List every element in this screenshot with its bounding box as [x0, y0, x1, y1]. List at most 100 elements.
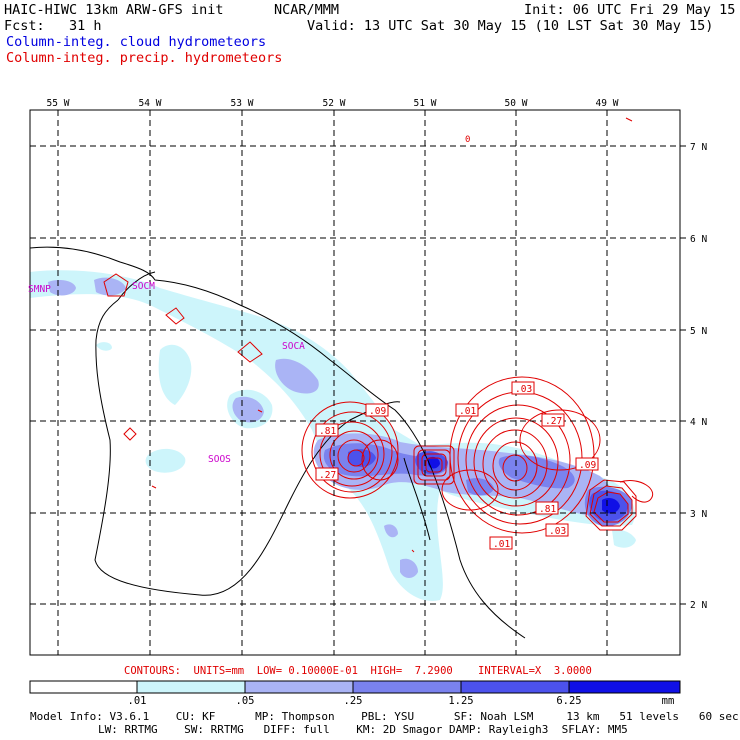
contour-label-box — [365, 403, 389, 417]
colorbar-tick: .05 — [236, 695, 255, 707]
lon-label: 51 W — [414, 98, 437, 109]
contour-label-box — [545, 523, 569, 537]
lat-label: 3 N — [690, 509, 707, 520]
lon-label: 54 W — [139, 98, 162, 109]
colorbar-segment — [244, 680, 354, 694]
lat-label: 6 N — [690, 234, 707, 245]
lon-label: 52 W — [323, 98, 346, 109]
cloud-shade-light — [158, 344, 192, 405]
colorbar-segment — [460, 680, 570, 694]
cloud-shade-dark — [466, 478, 494, 496]
contour-label-box — [315, 423, 339, 437]
contour-label-box — [489, 536, 513, 550]
contour-label-box — [541, 413, 565, 427]
cloud-shade-light — [96, 342, 112, 351]
precip-contour — [347, 449, 365, 467]
colorbar-tick: .25 — [344, 695, 363, 707]
init-time: Init: 06 UTC Fri 29 May 15 — [524, 2, 736, 18]
lon-labels: 55 W 54 W 53 W 52 W 51 W 50 W 49 W — [47, 98, 619, 109]
coastline-path — [30, 246, 526, 639]
precip-contour — [465, 404, 571, 516]
contour-label: .27 — [319, 470, 336, 481]
station-label: SOCA — [282, 341, 305, 352]
precip-contour — [417, 449, 451, 481]
contour-label: 0 — [465, 135, 470, 145]
colorbar-segment — [29, 680, 138, 694]
station-label: SOCM — [132, 281, 155, 292]
precip-contour — [329, 430, 379, 480]
contour-label: .09 — [579, 460, 596, 471]
contour-label: .27 — [545, 416, 562, 427]
cloud-shade-medium — [275, 358, 319, 394]
border-path — [94, 299, 401, 596]
colorbar — [29, 680, 681, 694]
cloud-shade-core — [428, 456, 440, 469]
cloud-shade-medium — [384, 524, 398, 538]
lon-label: 53 W — [231, 98, 254, 109]
cloud-shade-medium — [48, 280, 76, 296]
border-path — [117, 271, 156, 301]
model-info-line1: Model Info: V3.6.1 CU: KF MP: Thompson P… — [30, 710, 739, 723]
cloud-field-label: Column-integ. cloud hydrometeors — [6, 34, 267, 50]
precip-contour — [123, 427, 137, 441]
forecast-hour: Fcst: 31 h — [4, 18, 102, 34]
station-label: SMNP — [28, 284, 51, 295]
colorbar-tick: .01 — [128, 695, 147, 707]
contour-label: .09 — [369, 406, 386, 417]
contour-label: .01 — [493, 539, 510, 550]
precip-contour — [301, 401, 399, 499]
contour-label: .03 — [549, 526, 566, 537]
precip-contour — [482, 429, 548, 499]
lat-label: 2 N — [690, 600, 707, 611]
precip-contour — [492, 441, 538, 491]
cloud-shade-medium — [400, 558, 418, 578]
precip-contour — [421, 453, 447, 477]
precip-contour — [361, 439, 399, 481]
map-frame — [29, 109, 681, 656]
precip-contour — [319, 421, 385, 487]
coastlines — [30, 246, 526, 639]
precip-contour — [593, 491, 629, 523]
contour-label: .01 — [459, 406, 476, 417]
precip-contour — [619, 480, 653, 503]
precip-contour — [257, 409, 263, 413]
lon-label: 50 W — [505, 98, 528, 109]
lat-ticks — [680, 145, 686, 605]
colorbar-tick: 6.25 — [556, 695, 581, 707]
station-labels: SMNP SOCM SOCA SOOS — [28, 281, 305, 465]
lat-labels: 7 N 6 N 5 N 4 N 3 N 2 N — [690, 142, 707, 611]
colorbar-segment — [352, 680, 462, 694]
precip-contour — [337, 439, 371, 473]
precip-contour — [103, 273, 129, 297]
contour-label-box — [535, 501, 559, 515]
contour-label: .81 — [319, 426, 336, 437]
precip-contour — [237, 341, 263, 363]
model-info-line2: LW: RRTMG SW: RRTMG DIFF: full KM: 2D Sm… — [98, 723, 628, 736]
cloud-shade-medium — [94, 277, 126, 296]
contour-label-box — [455, 403, 479, 417]
contour-info: CONTOURS: UNITS=mm LOW= 0.10000E-01 HIGH… — [124, 665, 592, 677]
cloud-shade-light — [612, 529, 636, 548]
contour-label: .03 — [515, 384, 532, 395]
precip-contour — [449, 376, 595, 534]
colorbar-unit: mm — [662, 695, 675, 707]
valid-time: Valid: 13 UTC Sat 30 May 15 (10 LST Sat … — [307, 18, 714, 34]
contour-label-box — [315, 467, 339, 481]
lon-label: 55 W — [47, 98, 70, 109]
precip-contour — [411, 549, 415, 553]
precip-contour — [625, 117, 633, 122]
colorbar-tick: 1.25 — [448, 695, 473, 707]
lat-label: 7 N — [690, 142, 707, 153]
contour-label: .81 — [539, 504, 556, 515]
colorbar-segment — [568, 680, 681, 694]
precip-contour — [151, 485, 157, 489]
precip-field-label: Column-integ. precip. hydrometeors — [6, 50, 283, 66]
border-path — [403, 457, 431, 541]
contour-label-box — [511, 381, 535, 395]
plot-org: NCAR/MMM — [274, 2, 340, 18]
precip-contour — [585, 479, 637, 531]
precip-contour — [519, 409, 601, 471]
cloud-shade-light — [210, 327, 231, 342]
precip-contour — [589, 485, 633, 527]
precip-contour — [311, 411, 393, 493]
